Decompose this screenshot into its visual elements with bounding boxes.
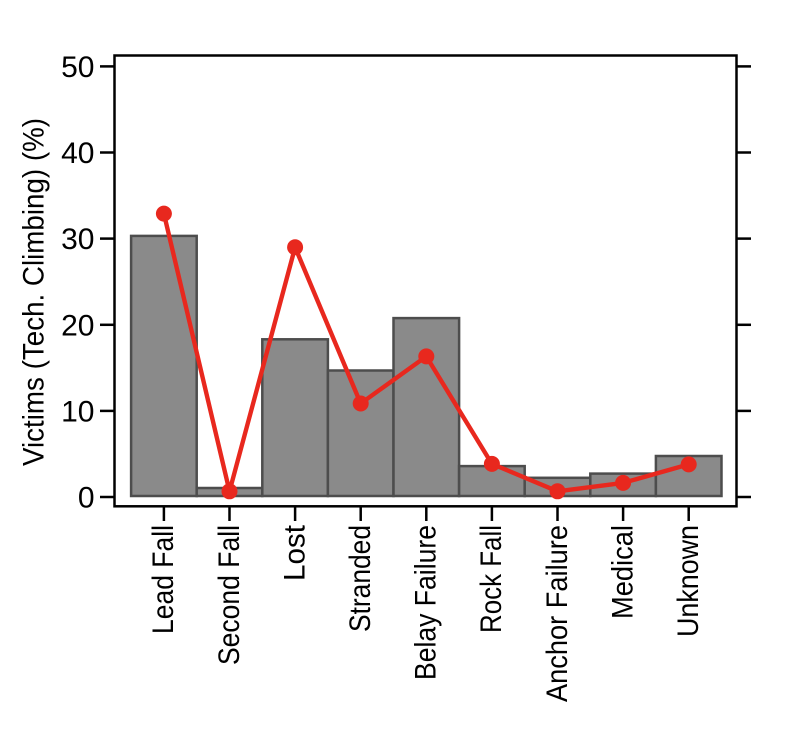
svg-text:Rock Fall: Rock Fall (475, 525, 508, 633)
svg-text:10: 10 (61, 395, 94, 428)
svg-text:20: 20 (61, 309, 94, 342)
svg-text:40: 40 (61, 137, 94, 170)
svg-text:Anchor Failure: Anchor Failure (541, 525, 574, 702)
svg-text:Lost: Lost (278, 524, 311, 581)
svg-text:Medical: Medical (606, 525, 639, 619)
svg-text:Unknown: Unknown (672, 525, 705, 637)
svg-text:Belay Failure: Belay Failure (410, 525, 443, 680)
svg-text:Victims (Tech. Climbing) (%): Victims (Tech. Climbing) (%) (18, 118, 51, 466)
svg-text:50: 50 (61, 51, 94, 84)
svg-text:Stranded: Stranded (344, 525, 377, 632)
svg-text:Lead Fall: Lead Fall (147, 525, 180, 634)
svg-text:Second Fall: Second Fall (213, 525, 246, 665)
svg-text:30: 30 (61, 223, 94, 256)
svg-text:0: 0 (78, 482, 95, 515)
